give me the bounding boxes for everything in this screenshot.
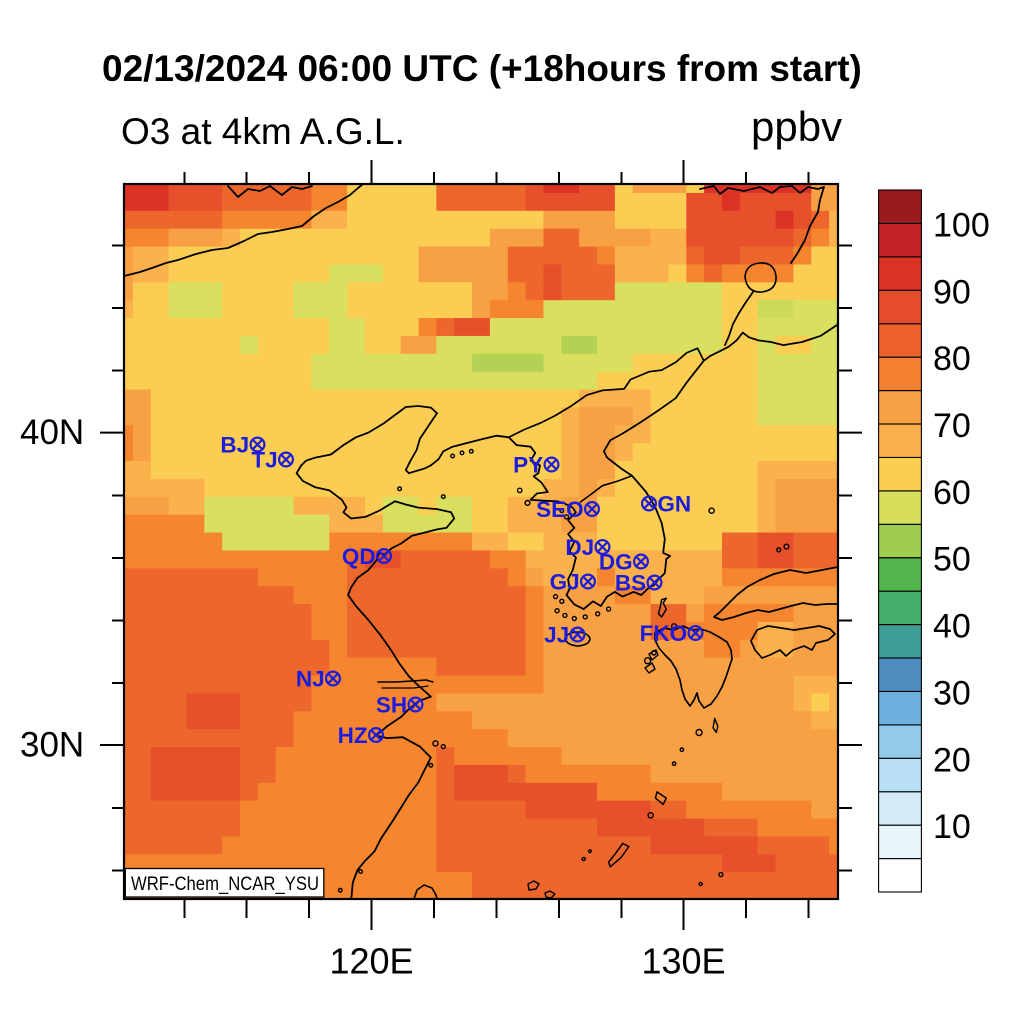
svg-text:QD: QD xyxy=(342,544,376,569)
svg-text:PY: PY xyxy=(513,453,543,478)
svg-text:NJ: NJ xyxy=(296,667,325,692)
svg-text:FKO: FKO xyxy=(640,621,688,646)
svg-text:10: 10 xyxy=(933,808,971,846)
svg-text:02/13/2024 06:00 UTC (+18hours: 02/13/2024 06:00 UTC (+18hours from star… xyxy=(102,48,862,89)
svg-text:40N: 40N xyxy=(20,413,84,452)
svg-text:GJ: GJ xyxy=(550,570,580,595)
svg-text:90: 90 xyxy=(933,273,971,311)
svg-text:120E: 120E xyxy=(329,941,413,982)
svg-text:TJ: TJ xyxy=(251,448,277,473)
svg-text:60: 60 xyxy=(933,474,971,512)
svg-text:JJ: JJ xyxy=(544,623,569,648)
svg-text:100: 100 xyxy=(933,206,990,244)
svg-text:SH: SH xyxy=(376,693,407,718)
svg-text:130E: 130E xyxy=(641,941,725,982)
svg-text:GN: GN xyxy=(657,492,691,517)
svg-text:70: 70 xyxy=(933,407,971,445)
svg-text:DJ: DJ xyxy=(565,535,594,560)
svg-text:30N: 30N xyxy=(20,726,84,765)
svg-text:50: 50 xyxy=(933,541,971,579)
svg-text:BS: BS xyxy=(615,571,646,596)
svg-text:20: 20 xyxy=(933,741,971,779)
svg-text:80: 80 xyxy=(933,340,971,378)
svg-text:ppbv: ppbv xyxy=(751,103,842,150)
svg-text:HZ: HZ xyxy=(338,723,368,748)
svg-text:40: 40 xyxy=(933,608,971,646)
svg-text:BJ: BJ xyxy=(220,433,249,458)
svg-text:WRF-Chem_NCAR_YSU: WRF-Chem_NCAR_YSU xyxy=(131,874,319,895)
svg-text:DG: DG xyxy=(599,550,633,575)
svg-text:O3 at 4km A.G.L.: O3 at 4km A.G.L. xyxy=(121,111,405,152)
svg-text:SEO: SEO xyxy=(536,497,584,522)
svg-text:30: 30 xyxy=(933,674,971,712)
